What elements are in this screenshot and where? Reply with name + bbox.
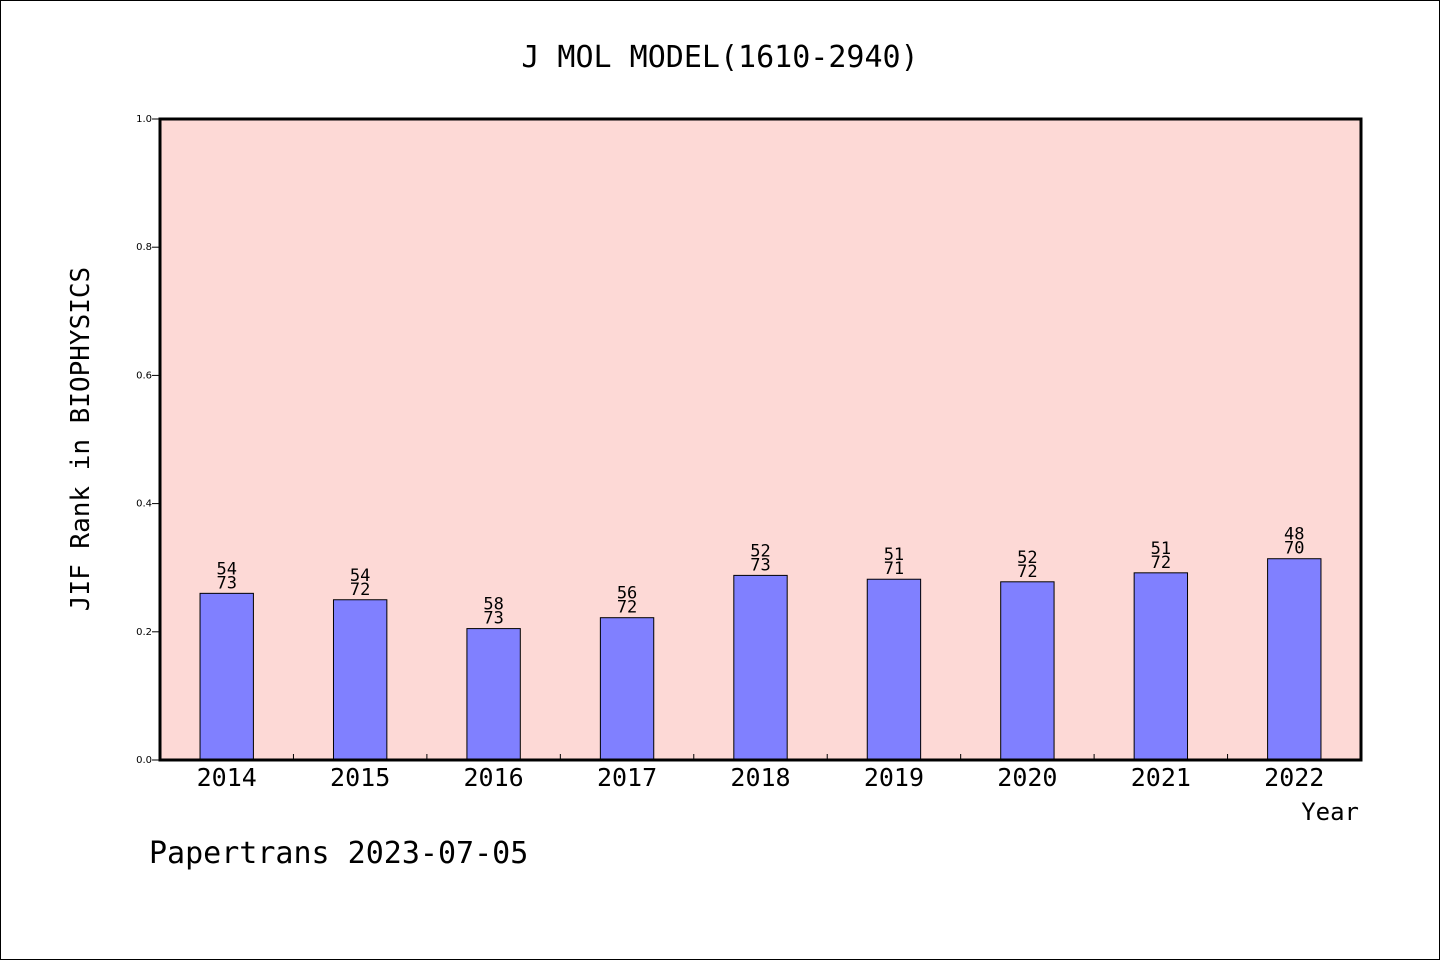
- bar-label-total: 73: [750, 555, 770, 575]
- bar-label-rank: 54: [216, 559, 236, 579]
- bar-2017: [599, 617, 655, 761]
- bar-group: [199, 558, 1322, 761]
- y-axis-ticks: 0.0 0.2 0.4 0.6 0.8 1.0: [136, 114, 160, 766]
- bar-label-total: 73: [483, 609, 503, 629]
- bar-label-rank: 52: [750, 541, 770, 561]
- bar-label-total: 72: [350, 580, 370, 600]
- x-tick-label: 2017: [597, 763, 657, 792]
- bar-2016: [466, 628, 521, 761]
- footer-credit: Papertrans 2023-07-05: [149, 836, 528, 871]
- y-axis-label: JIF Rank in BIOPHYSICS: [66, 267, 96, 611]
- bar-label-rank: 52: [1017, 548, 1037, 568]
- bar-label-total: 73: [216, 573, 236, 593]
- bar-label-rank: 58: [483, 595, 503, 615]
- bar-2019: [866, 578, 922, 761]
- bar-2021: [1133, 572, 1189, 761]
- bar-2020: [1000, 581, 1055, 761]
- x-tick-label: 2021: [1131, 763, 1191, 792]
- bar-label-total: 72: [1017, 562, 1037, 582]
- bar-2014: [199, 592, 254, 761]
- bar-2018: [733, 574, 788, 761]
- x-tick-label: 2019: [864, 763, 924, 792]
- x-tick-label: 2018: [730, 763, 790, 792]
- bar-2022: [1267, 558, 1322, 761]
- x-tick-label: 2020: [997, 763, 1057, 792]
- plot-frame: [158, 117, 1363, 762]
- bar-label-rank: 51: [1151, 539, 1171, 559]
- x-tick-label: 2016: [464, 763, 524, 792]
- bar-label-total: 72: [1151, 553, 1171, 573]
- bar-2015: [332, 599, 388, 761]
- y-tick-label: 0.6: [136, 370, 152, 381]
- x-tick-label: 2022: [1264, 763, 1324, 792]
- x-tick-label: 2014: [197, 763, 257, 792]
- bar-label-rank: 54: [350, 566, 370, 586]
- bar-label-rank: 48: [1284, 525, 1304, 545]
- bar-label-total: 72: [617, 598, 637, 618]
- x-axis-ticks: 2014 2015 2016 2017 2018 2019 2020 2021 2022: [197, 754, 1324, 792]
- y-tick-label: 0.4: [136, 499, 152, 510]
- y-tick-label: 1.0: [136, 114, 152, 125]
- bar-label-rank: 51: [884, 545, 904, 565]
- x-axis-label: Year: [1301, 798, 1359, 826]
- y-tick-label: 0.8: [136, 242, 152, 253]
- x-tick-label: 2015: [330, 763, 390, 792]
- bar-label-total: 71: [884, 559, 904, 579]
- y-tick-label: 0.2: [136, 627, 152, 638]
- y-tick-label: 0.0: [136, 755, 152, 766]
- bar-label-total: 70: [1284, 539, 1304, 559]
- chart-title: J MOL MODEL(1610-2940): [521, 40, 918, 75]
- bar-label-rank: 56: [617, 584, 637, 604]
